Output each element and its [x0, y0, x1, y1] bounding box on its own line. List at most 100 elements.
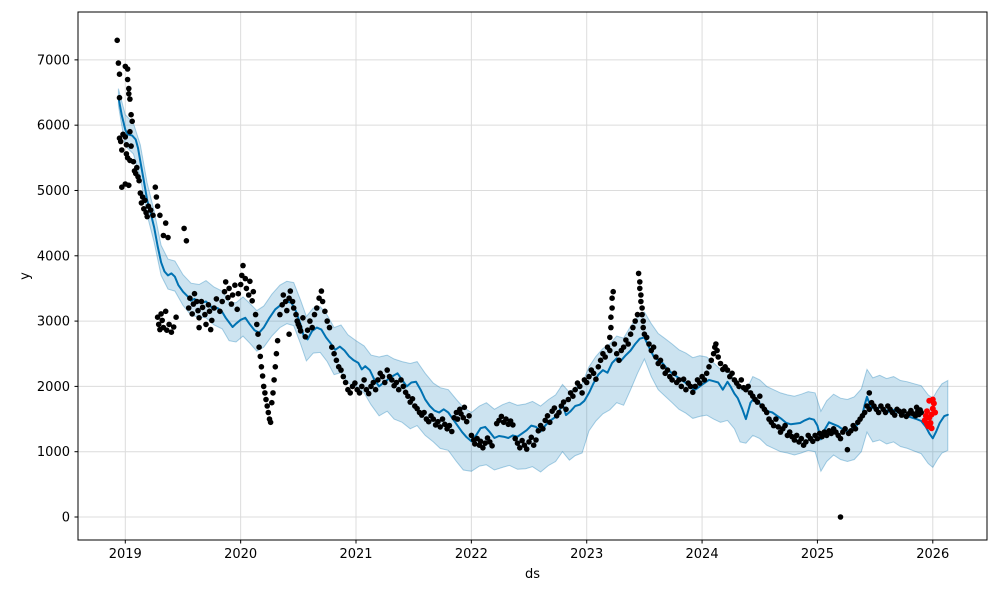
- x-tick-label: 2026: [916, 547, 949, 562]
- historical-points: [114, 37, 924, 520]
- actual-point: [597, 357, 604, 364]
- actual-point: [326, 324, 333, 331]
- actual-point: [207, 326, 214, 333]
- actual-point: [270, 390, 276, 396]
- actual-point: [211, 305, 217, 311]
- actual-point: [466, 413, 472, 419]
- actual-point: [583, 379, 590, 386]
- actual-point: [514, 440, 521, 447]
- actual-point: [289, 298, 296, 305]
- actual-point: [314, 305, 320, 311]
- actual-point: [219, 298, 225, 305]
- actual-point: [446, 422, 453, 429]
- actual-point: [116, 94, 123, 101]
- actual-point: [129, 118, 135, 125]
- actual-point: [256, 344, 262, 351]
- actual-point: [595, 364, 602, 370]
- actual-point: [127, 128, 133, 135]
- actual-point: [738, 377, 745, 383]
- actual-point: [664, 367, 671, 373]
- actual-point: [264, 403, 271, 409]
- actual-point: [754, 399, 761, 405]
- actual-point: [206, 308, 213, 315]
- actual-point: [153, 194, 160, 200]
- actual-point: [782, 422, 788, 429]
- actual-point: [544, 413, 551, 419]
- actual-point: [593, 376, 599, 383]
- actual-point: [247, 278, 253, 285]
- actual-point: [683, 386, 689, 393]
- actual-point: [202, 311, 208, 318]
- actual-point: [154, 314, 161, 321]
- actual-point: [217, 308, 223, 315]
- actual-point: [243, 285, 250, 292]
- actual-point: [128, 111, 134, 118]
- actual-point: [286, 295, 292, 302]
- x-tick-label: 2024: [686, 547, 719, 562]
- recent-actual-point: [924, 408, 930, 415]
- actual-point: [194, 298, 200, 305]
- actual-point: [810, 438, 816, 445]
- actual-point: [249, 298, 255, 304]
- actual-point: [232, 282, 238, 289]
- actual-point: [234, 306, 240, 313]
- actual-point: [199, 304, 206, 311]
- actual-point: [255, 331, 261, 338]
- actual-point: [117, 138, 124, 145]
- actual-point: [437, 424, 444, 430]
- actual-point: [147, 207, 154, 213]
- actual-point: [891, 412, 898, 418]
- actual-point: [680, 376, 687, 383]
- actual-point: [630, 324, 636, 331]
- actual-point: [126, 85, 132, 92]
- actual-point: [126, 91, 132, 97]
- actual-point: [556, 409, 562, 416]
- actual-point: [287, 288, 294, 294]
- actual-point: [590, 370, 597, 377]
- actual-point: [551, 405, 558, 411]
- actual-point: [260, 383, 267, 390]
- actual-point: [395, 386, 402, 393]
- actual-point: [267, 419, 274, 426]
- actual-point: [265, 409, 272, 416]
- actual-point: [657, 357, 664, 364]
- actual-point: [457, 406, 463, 413]
- actual-point: [347, 390, 354, 396]
- actual-point: [866, 390, 873, 396]
- actual-point: [706, 364, 712, 370]
- x-axis-label: ds: [525, 567, 540, 582]
- actual-point: [165, 234, 171, 241]
- actual-point: [560, 399, 567, 405]
- actual-point: [639, 311, 645, 318]
- actual-point: [293, 311, 299, 318]
- actual-point: [842, 426, 848, 432]
- actual-point: [205, 302, 212, 308]
- actual-point: [273, 350, 280, 357]
- y-tick-label: 1000: [37, 445, 70, 460]
- actual-point: [627, 331, 634, 338]
- actual-point: [823, 432, 830, 439]
- actual-point: [717, 360, 724, 367]
- actual-point: [547, 419, 553, 426]
- actual-point: [713, 341, 719, 347]
- actual-point: [235, 290, 242, 297]
- actual-point: [602, 354, 608, 360]
- actual-point: [918, 409, 924, 416]
- actual-point: [542, 417, 548, 424]
- actual-point: [229, 292, 236, 298]
- actual-point: [400, 383, 407, 390]
- actual-point: [269, 399, 275, 406]
- y-tick-label: 7000: [37, 53, 70, 68]
- actual-point: [393, 379, 400, 386]
- y-tick-label: 2000: [37, 380, 70, 395]
- actual-point: [616, 357, 622, 364]
- actual-point: [572, 386, 578, 393]
- actual-point: [384, 367, 391, 373]
- y-tick-label: 6000: [37, 119, 70, 134]
- actual-point: [226, 285, 232, 292]
- actual-point: [714, 347, 720, 354]
- actual-point: [282, 298, 289, 305]
- actual-point: [196, 315, 202, 321]
- recent-actual-points: [921, 396, 939, 432]
- actual-point: [263, 396, 269, 403]
